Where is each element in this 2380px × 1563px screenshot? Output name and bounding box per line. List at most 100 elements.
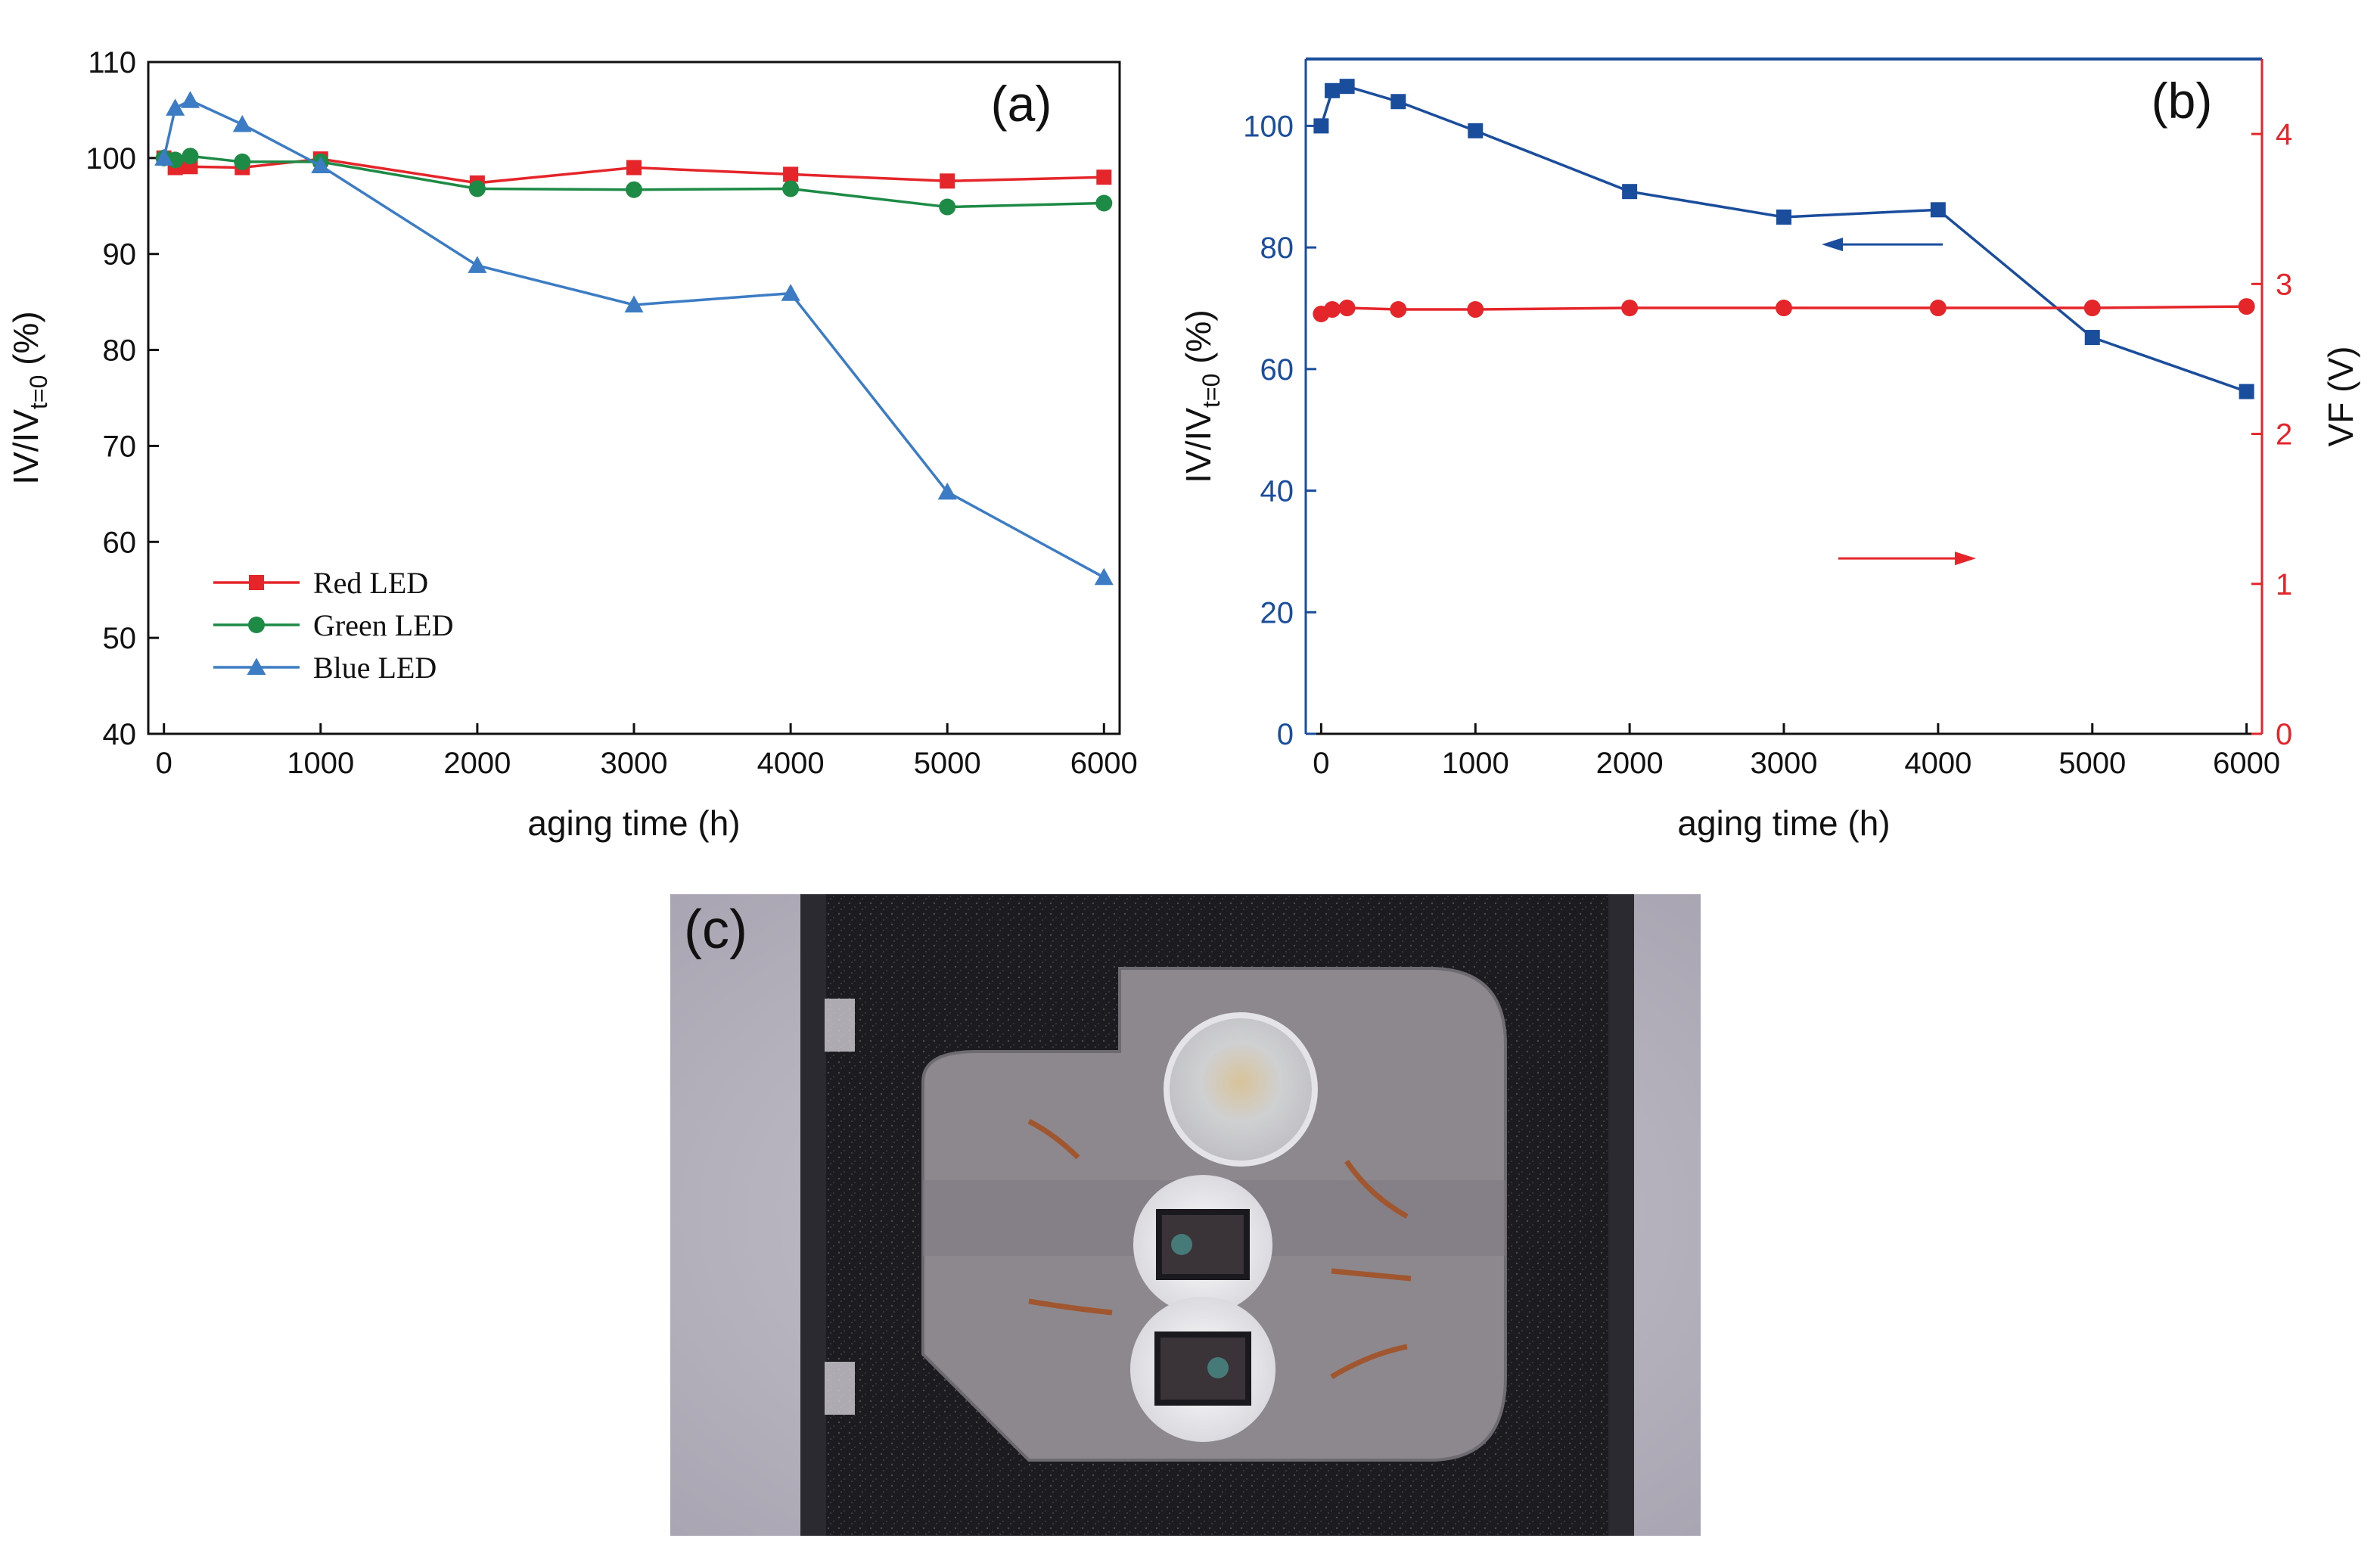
a-y-tick-label: 110 (88, 46, 136, 79)
a-y-tick-label: 40 (103, 718, 137, 751)
b-y-tick-label: 0 (1277, 718, 1294, 751)
a-data-point-triangle (166, 98, 185, 116)
a-y-tick-label: 70 (103, 430, 137, 463)
a-data-point-triangle (468, 256, 487, 273)
b-data-point-left (1776, 209, 1791, 225)
a-y-tick-label: 60 (103, 526, 137, 559)
b-y-tick-label: 20 (1260, 596, 1294, 629)
b-data-point-right (1621, 300, 1639, 317)
bond-wire-2 (1344, 1160, 1409, 1220)
a-ylabel-main: IV/IV (6, 409, 45, 485)
a-y-tick-label: 50 (103, 622, 137, 655)
a-ylabel: IV/IVt=0 (%) (6, 311, 52, 484)
a-data-point-circle (939, 198, 956, 216)
b-y-tick-label: 60 (1260, 353, 1294, 387)
a-data-point-triangle (937, 482, 957, 500)
bond-wire-3 (1331, 1268, 1412, 1282)
b-data-point-left (1339, 79, 1355, 95)
b-data-point-left (1325, 82, 1341, 98)
b-x-tick-label: 4000 (1904, 747, 1971, 780)
a-data-point-circle (234, 153, 251, 170)
b-data-point-left (1390, 94, 1406, 110)
a-x-tick-label: 6000 (1070, 747, 1138, 780)
a-data-point-triangle (311, 156, 331, 174)
a-x-tick-label: 4000 (757, 747, 825, 780)
chart-a: 0 1000 2000 3000 4000 5000 6000 40 50 60 70 80 90 100… (6, 46, 1138, 843)
package-edge-right (1608, 894, 1634, 1536)
a-y-tick-label: 90 (103, 238, 137, 272)
b-data-point-left (2239, 384, 2254, 399)
b-data-point-right (1929, 300, 1947, 317)
b-y-right-tick-label: 3 (2276, 268, 2292, 301)
a-data-point-triangle (154, 148, 174, 166)
a-legend-label: Blue LED (313, 651, 437, 685)
b-ylabel-main: IV/IV (1179, 408, 1218, 483)
a-data-point-square (626, 160, 642, 176)
a-xlabel: aging time (h) (527, 803, 740, 843)
b-data-point-right (1776, 300, 1792, 317)
b-ylabel-right: VF (V) (2321, 346, 2360, 447)
b-series-line-left (1319, 85, 2248, 393)
b-data-point-right (1390, 301, 1407, 319)
b-data-point-left (1313, 118, 1329, 134)
b-x-tick-label: 6000 (2213, 747, 2280, 780)
b-x-tick-label: 2000 (1596, 747, 1664, 780)
a-data-point-circle (468, 180, 486, 197)
a-legend-marker (249, 575, 264, 590)
a-data-point-square (940, 173, 955, 189)
b-x-tick-label: 0 (1313, 747, 1329, 780)
bond-wire-4 (1028, 1298, 1113, 1316)
a-legend-marker (247, 657, 266, 675)
green-chip-dot (1171, 1234, 1192, 1255)
b-y-right-tick-label: 1 (2276, 568, 2292, 601)
a-data-point-triangle (1094, 567, 1114, 586)
a-x-tick-label: 2000 (443, 747, 511, 780)
a-y-tick-label: 80 (103, 334, 137, 368)
b-ylabel-unit: (%) (1179, 309, 1218, 373)
b-data-point-right (1338, 300, 1356, 317)
b-data-point-left (1930, 202, 1946, 218)
chart-b: 0 1000 2000 3000 4000 5000 6000020406080100012… (1179, 57, 2360, 843)
a-data-point-triangle (232, 114, 252, 132)
b-right-axis-arrowhead (1955, 552, 1976, 566)
b-ylabel-sub: t=0 (1198, 374, 1225, 408)
b-data-point-right (1324, 301, 1341, 319)
a-data-point-circle (782, 180, 800, 197)
a-panel-label: (a) (991, 76, 1052, 132)
a-x-tick-label: 1000 (287, 747, 354, 780)
b-data-point-right (2083, 300, 2101, 317)
b-y-right-tick-label: 0 (2276, 718, 2292, 751)
a-data-point-circle (626, 181, 642, 198)
a-data-point-triangle (781, 284, 800, 301)
b-y-right-tick-label: 4 (2276, 118, 2292, 151)
b-y-tick-label: 100 (1243, 110, 1294, 143)
a-data-point-circle (1095, 194, 1113, 212)
marker-notch-top (825, 999, 855, 1052)
a-y-tick-label: 100 (85, 142, 136, 176)
panel-c-label: (c) (684, 900, 747, 960)
a-data-point-square (1096, 169, 1112, 185)
b-y-tick-label: 40 (1260, 475, 1294, 508)
blue-chip-dot (1207, 1357, 1229, 1378)
b-x-tick-label: 1000 (1442, 747, 1509, 780)
b-left-axis-arrowhead (1822, 238, 1843, 252)
a-data-point-triangle (181, 91, 200, 108)
a-legend-label: Green LED (313, 608, 453, 642)
b-data-point-left (1468, 123, 1484, 138)
white-chip-pad (1164, 1012, 1318, 1167)
b-y-right-tick-label: 2 (2276, 418, 2292, 452)
b-xlabel: aging time (h) (1677, 803, 1890, 843)
marker-notch-bottom (825, 1362, 855, 1415)
b-data-point-left (1622, 184, 1638, 200)
blue-chip (1154, 1332, 1251, 1406)
bond-wire-5 (1330, 1344, 1408, 1380)
a-legend-marker (248, 617, 265, 633)
a-x-tick-label: 5000 (914, 747, 981, 780)
a-x-tick-label: 3000 (601, 747, 668, 780)
b-data-point-right (1467, 301, 1484, 319)
b-panel-label: (b) (2152, 73, 2213, 129)
b-ylabel: IV/IVt=0 (%) (1179, 309, 1225, 483)
led-package-photo (670, 894, 1701, 1536)
a-data-point-square (783, 166, 799, 182)
